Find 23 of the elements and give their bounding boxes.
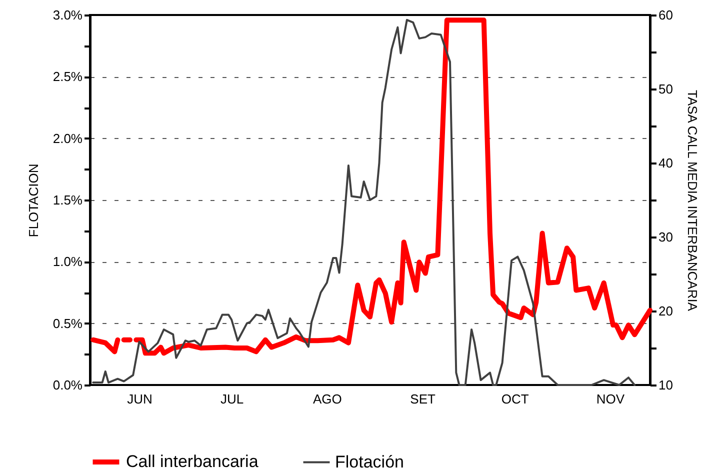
y-tick-label: 1.5% [52,192,83,208]
legend-label: Flotación [335,452,404,470]
x-tick-label: SET [410,392,436,406]
y2-axis-title: TASA CALL MEDIA INTERBANCARIA [684,90,700,312]
y2-tick-label: 30 [658,230,673,244]
y-tick-label: 3.0% [52,8,83,22]
x-tick-label: NOV [596,392,625,406]
y-tick-label: 1.0% [52,254,83,270]
y-tick-label: 0.5% [52,316,83,331]
y2-tick-label: 60 [658,8,673,22]
y2-tick-label: 40 [658,156,673,170]
y-axis-title: FLOTACION [26,164,41,238]
legend-label: Call interbancaria [126,452,259,470]
x-tick-label: JUN [127,392,152,406]
y2-tick-label: 50 [658,82,673,96]
x-tick-label: JUL [220,392,244,406]
y2-tick-label: 20 [658,304,673,318]
y2-tick-label: 10 [658,378,673,392]
y-tick-label: 2.5% [52,69,83,84]
y-tick-label: 0.0% [52,378,83,392]
x-tick-label: OCT [501,392,529,406]
x-tick-label: AGO [312,392,342,406]
y-tick-label: 2.0% [52,130,83,146]
